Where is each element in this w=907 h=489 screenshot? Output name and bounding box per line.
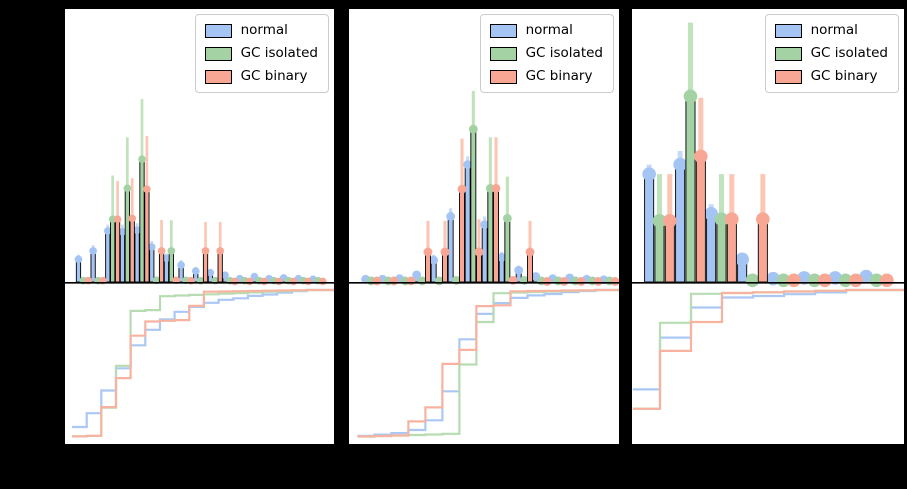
histogram-cdf-plot-middle — [349, 90, 619, 438]
legend-entry-gc-isolated: GC isolated — [774, 45, 888, 62]
legend-label-gc-binary: GC binary — [240, 68, 308, 84]
legend-entry-gc-binary: GC binary — [204, 68, 318, 85]
legend-swatch-gc-isolated — [774, 46, 802, 61]
histogram-cdf-plot-left — [65, 99, 334, 438]
legend-swatch-gc-binary — [489, 69, 517, 84]
panel-right: normal GC isolated GC binary — [631, 8, 905, 445]
legend-entry-normal: normal — [774, 22, 888, 39]
legend: normal GC isolated GC binary — [764, 14, 899, 93]
legend-swatch-normal — [204, 23, 232, 38]
legend-label-normal: normal — [240, 22, 288, 38]
histogram-cdf-plot-right — [632, 22, 904, 410]
legend-swatch-gc-binary — [204, 69, 232, 84]
legend: normal GC isolated GC binary — [194, 14, 329, 93]
legend-swatch-gc-binary — [774, 69, 802, 84]
legend-entry-normal: normal — [489, 22, 603, 39]
legend-entry-gc-binary: GC binary — [489, 68, 603, 85]
legend-swatch-normal — [489, 23, 517, 38]
legend-entry-gc-binary: GC binary — [774, 68, 888, 85]
legend-entry-gc-isolated: GC isolated — [204, 45, 318, 62]
legend-label-normal: normal — [810, 22, 858, 38]
legend-swatch-normal — [774, 23, 802, 38]
legend-label-gc-isolated: GC isolated — [525, 45, 603, 61]
panel-middle: normal GC isolated GC binary — [348, 8, 620, 445]
legend: normal GC isolated GC binary — [479, 14, 614, 93]
legend-label-gc-isolated: GC isolated — [240, 45, 318, 61]
legend-entry-normal: normal — [204, 22, 318, 39]
legend-swatch-gc-isolated — [489, 46, 517, 61]
legend-label-gc-binary: GC binary — [525, 68, 593, 84]
legend-entry-gc-isolated: GC isolated — [489, 45, 603, 62]
legend-label-normal: normal — [525, 22, 573, 38]
legend-label-gc-isolated: GC isolated — [810, 45, 888, 61]
panel-left: normal GC isolated GC binary — [64, 8, 335, 445]
legend-swatch-gc-isolated — [204, 46, 232, 61]
legend-label-gc-binary: GC binary — [810, 68, 878, 84]
